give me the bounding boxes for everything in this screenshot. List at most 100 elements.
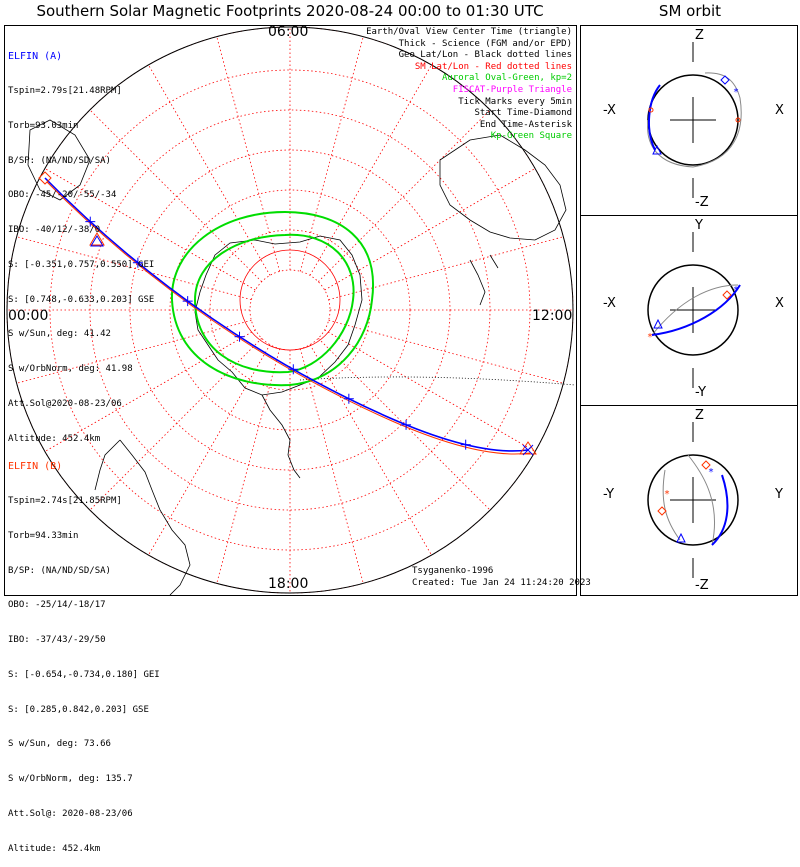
elfin-b-line: S: [0.285,0.842,0.203] GSE (8, 704, 149, 715)
sm-longitude-line (216, 36, 281, 272)
legend: Earth/Oval View Center Time (triangle) T… (366, 27, 572, 143)
new-zealand-outline (469, 254, 499, 306)
sm-longitude-line (148, 64, 271, 276)
svg-text:*: * (708, 467, 714, 478)
elfin-b-line: IBO: -37/43/-29/50 (8, 635, 106, 646)
elfin-b-line: S: [-0.654,-0.734,0.180] GEI (8, 669, 160, 680)
orbit2-top-label: Y (695, 218, 703, 233)
legend-item: Auroral Oval-Green, kp=2 (441, 73, 572, 84)
elfin-b-line: S w/Sun, deg: 73.66 (8, 739, 111, 750)
orbit3-top-label: Z (695, 408, 704, 423)
elfin-a-line: B/SP: (NA/ND/SD/SA) (8, 155, 111, 166)
auroral-ovals (170, 210, 375, 387)
elfin-b-line: Altitude: 452.4km (8, 843, 101, 854)
elfin-a-line: Att.Sol@2020-08-23/06 (8, 399, 122, 409)
sm-longitude-line (216, 348, 281, 584)
tick-marks (85, 216, 471, 450)
elfin-a-end-triangle (519, 441, 537, 455)
sm-longitude-line (89, 338, 262, 511)
elfin-b-triangle (89, 232, 105, 246)
elfin-a-line: S w/OrbNorm, deg: 41.98 (8, 364, 133, 375)
elfin-a-line: S w/Sun, deg: 41.42 (8, 329, 111, 340)
svg-text:*: * (664, 489, 670, 500)
elfin-b-name: ELFIN (B) (8, 461, 63, 473)
legend-item: End Time-Asterisk (479, 119, 572, 130)
elfin-a-info: ELFIN (A) Tspin=2.79s[21.48RPM] Torb=93.… (8, 28, 154, 457)
sm-longitude-line (324, 329, 536, 452)
orbit-panel-yz: * * (647, 422, 739, 578)
hour-label-right: 12:00 (532, 308, 573, 324)
antarctic-peninsula-outline (261, 394, 301, 479)
legend-item: Start Time-Diamond (474, 108, 572, 119)
created-timestamp: Created: Tue Jan 24 11:24:20 2023 (412, 578, 591, 588)
hour-label-left: 00:00 (8, 308, 49, 324)
elfin-a-triangle (90, 235, 104, 247)
sm-longitude-line (309, 344, 432, 556)
legend-item: Kp-Green Square (490, 131, 572, 142)
legend-item: Earth/Oval View Center Time (triangle) (366, 27, 572, 37)
orbit-title: SM orbit (658, 2, 722, 20)
sm-longitude-line (318, 109, 491, 282)
sm-longitude-line (44, 329, 256, 452)
auroral-oval-inner (193, 233, 355, 374)
orbit1-left-label: -X (603, 103, 616, 118)
elfin-a-line: Torb=93.03min (8, 120, 79, 131)
africa-outline (27, 119, 91, 201)
orbit1-bottom-label: -Z (695, 195, 709, 210)
elfin-b-track (46, 181, 531, 455)
elfin-b-info: ELFIN (B) Tspin=2.74s[21.85RPM] Torb=94.… (8, 438, 160, 867)
legend-item: Tick Marks every 5min (458, 96, 572, 107)
elfin-a-name: ELFIN (A) (8, 51, 63, 63)
svg-text:*: * (647, 332, 653, 343)
orbit1-right-label: X (775, 103, 784, 118)
map-title: Southern Solar Magnetic Footprints 2020-… (36, 2, 544, 20)
south-america-outline (94, 439, 191, 595)
end-asterisk (522, 444, 534, 456)
elfin-a-line: Altitude: 452.4km (8, 433, 101, 444)
legend-item: FISCAT-Purple Triangle (452, 84, 572, 95)
sm-longitude-line (148, 344, 271, 556)
coastlines (27, 119, 567, 595)
sm-longitude-line (309, 64, 432, 276)
elfin-b-line: Torb=94.33min (8, 530, 79, 541)
legend-item: Thick - Science (FGM and/or EPD) (398, 38, 572, 49)
sm-longitude-line (299, 348, 364, 584)
elfin-b-line: Att.Sol@: 2020-08-23/06 (8, 809, 133, 819)
elfin-a-start-diamond (38, 171, 52, 185)
footprint-map: * * * * * (4, 25, 798, 596)
orbit-panel-xz: * (647, 42, 742, 198)
orbit3-left-label: -Y (603, 487, 615, 502)
orbit2-left-label: -X (603, 296, 616, 311)
elfin-a-line: S: [0.748,-0.633,0.203] GSE (8, 294, 155, 305)
orbit2-right-label: X (775, 296, 784, 311)
elfin-b-line: Tspin=2.74s[21.85RPM] (8, 495, 122, 506)
elfin-a-line: IBO: -40/12/-38/0 (8, 225, 101, 236)
svg-text:*: * (733, 87, 739, 98)
legend-item: SM Lat/Lon - Red dotted lines (414, 61, 572, 72)
orbit-panel-xy: * * (647, 232, 741, 388)
sm-longitude-line (324, 168, 536, 291)
map-frame (4, 25, 577, 596)
model-label: Tsyganenko-1996 (412, 566, 494, 576)
geo-grid-line (299, 376, 576, 386)
elfin-a-line: S: [-0.351,0.757,0.550] GEI (8, 259, 155, 270)
sm-longitude-line (328, 236, 564, 301)
orbit-a-xy (651, 284, 739, 336)
elfin-a-line: Tspin=2.79s[21.48RPM] (8, 85, 122, 96)
earth-limb (6, 26, 574, 594)
sm-longitude-line (44, 168, 256, 291)
antarctica-outline (194, 235, 363, 396)
elfin-b-line: OBO: -25/14/-18/17 (8, 600, 106, 611)
sm-longitude-line (328, 319, 564, 384)
orbit3-right-label: Y (775, 487, 783, 502)
orbit-a-yz (687, 454, 716, 546)
svg-text:*: * (733, 285, 739, 296)
sm-longitude-line (89, 109, 262, 282)
elfin-a-line: OBO: -45/-20/-55/-34 (8, 190, 117, 201)
orbit-a-xz (647, 72, 742, 168)
orbit3-bottom-label: -Z (695, 578, 709, 593)
sm-longitude-line (299, 36, 364, 272)
sm-longitude-line (16, 236, 252, 301)
orbit1-top-label: Z (695, 28, 704, 43)
elfin-a-track (44, 177, 529, 452)
